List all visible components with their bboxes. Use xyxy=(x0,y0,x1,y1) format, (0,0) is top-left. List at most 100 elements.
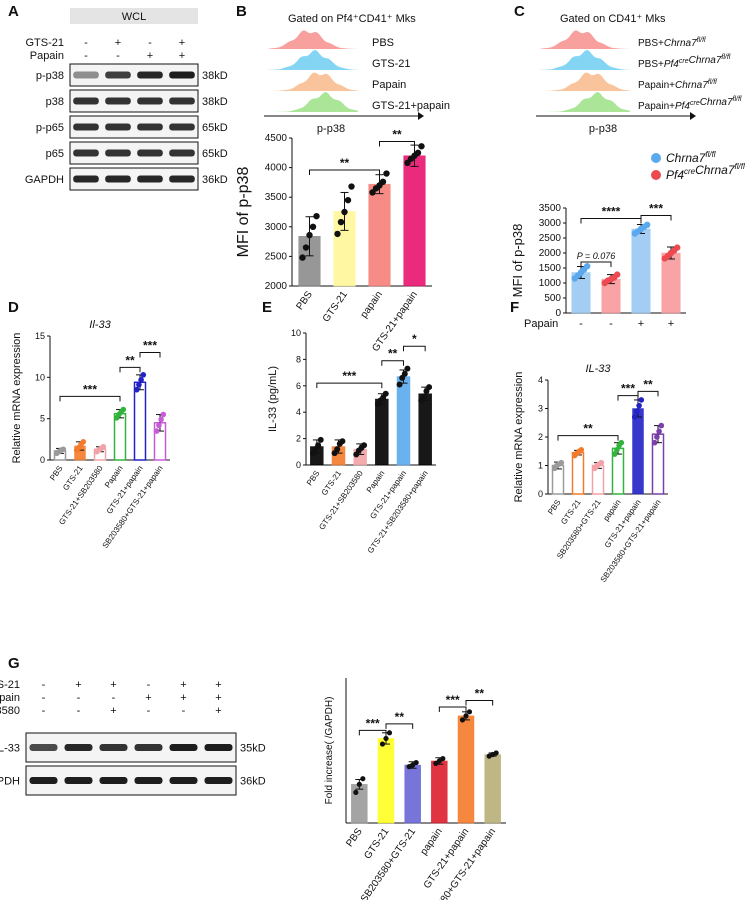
blot-band xyxy=(169,97,195,105)
y-tick-label: 4 xyxy=(296,407,301,417)
chart-title: Il-33 xyxy=(89,319,111,331)
histogram-curve xyxy=(540,72,630,91)
data-point xyxy=(309,223,317,230)
significance-label: **** xyxy=(602,205,621,219)
blot-condition-label: SB 203580 xyxy=(0,705,20,717)
blot-band xyxy=(105,97,131,105)
significance-bracket xyxy=(580,218,642,224)
data-point xyxy=(348,183,355,190)
histogram-curve xyxy=(268,72,358,91)
x-tick-label: SB203580+GTS-21 xyxy=(359,826,418,900)
significance-bracket xyxy=(617,395,639,401)
significance-bracket xyxy=(438,706,467,712)
data-point xyxy=(383,170,390,177)
y-tick-label: 1500 xyxy=(539,263,562,274)
data-point xyxy=(315,442,322,449)
bar xyxy=(431,760,448,824)
y-tick-label: 0 xyxy=(555,308,561,319)
data-point xyxy=(158,416,164,423)
data-point xyxy=(379,741,386,747)
significance-label: *** xyxy=(143,339,157,353)
data-point xyxy=(459,717,466,723)
blot-sign: - xyxy=(84,37,88,49)
blot-band xyxy=(29,777,58,784)
blot-band xyxy=(137,175,163,183)
panel-g-bar-chart: Fold increase( /GAPDH)PBSGTS-21SB203580+… xyxy=(324,678,506,900)
blot-band xyxy=(137,123,163,131)
blot-kd-label: 65kD xyxy=(202,148,228,160)
data-point xyxy=(313,212,320,220)
data-point xyxy=(156,422,162,429)
blot-protein-label: IL-33 xyxy=(0,743,20,755)
blot-band xyxy=(169,149,195,157)
y-tick-label: 8 xyxy=(296,354,301,364)
significance-label: ** xyxy=(475,687,485,701)
blot-protein-label: p65 xyxy=(46,148,64,160)
blot-band xyxy=(169,123,195,131)
data-point xyxy=(396,381,403,388)
significance-bracket xyxy=(119,366,141,373)
blot-band xyxy=(134,777,163,784)
y-tick-label: 3000 xyxy=(265,222,288,233)
bar xyxy=(375,398,389,466)
x-tick-label: papain xyxy=(419,826,445,857)
data-point xyxy=(578,447,585,453)
bar xyxy=(404,764,421,824)
blot-band xyxy=(137,97,163,105)
blot-kd-label: 38kD xyxy=(202,96,228,108)
significance-bracket xyxy=(465,700,494,706)
histogram-curve xyxy=(540,92,630,112)
data-point xyxy=(153,428,160,434)
bar xyxy=(133,381,147,461)
blot-band xyxy=(169,777,198,784)
x-tick-label: PBS xyxy=(48,464,65,482)
y-tick-label: 10 xyxy=(35,372,45,382)
data-point xyxy=(356,781,362,787)
panel-label-b: B xyxy=(236,3,247,20)
y-tick-label: 4000 xyxy=(265,163,288,174)
histogram-label: GTS-21 xyxy=(372,58,411,70)
y-tick-label: 0 xyxy=(538,489,543,499)
y-tick-label: 0 xyxy=(296,460,301,470)
data-point xyxy=(299,254,306,261)
significance-bracket xyxy=(309,169,380,175)
panel-c-bar-chart: 0 500 1000 1500 2000 2500 3000 3500 MFI of p-p38… xyxy=(510,150,745,330)
significance-label: *** xyxy=(621,382,635,396)
data-point xyxy=(360,776,366,782)
blot-band xyxy=(169,71,195,79)
significance-bracket xyxy=(358,729,387,736)
bar xyxy=(484,754,501,824)
bar xyxy=(418,393,432,466)
blot-protein-label: p-p65 xyxy=(36,122,64,134)
y-tick-label: 1000 xyxy=(539,278,562,289)
significance-bracket xyxy=(580,261,612,267)
data-point xyxy=(614,271,621,278)
significance-bracket xyxy=(379,141,415,147)
blot-band xyxy=(137,71,163,79)
y-tick-label: 4500 xyxy=(265,133,288,144)
blot-sign: - xyxy=(77,705,81,717)
blot-condition-label: GTS-21 xyxy=(25,37,64,49)
x-tick-label: Papain xyxy=(365,469,387,495)
y-tick-label: 4 xyxy=(538,375,543,385)
panel-label-f: F xyxy=(510,299,519,316)
data-point xyxy=(138,377,144,383)
blot-strip xyxy=(25,765,237,796)
significance-bracket xyxy=(557,435,619,441)
data-point xyxy=(636,402,642,409)
y-axis-label: IL-33 (pg/mL) xyxy=(267,366,279,432)
data-point xyxy=(651,439,658,446)
histogram-gate-label: Gated on CD41⁺ Mks xyxy=(560,13,666,25)
blot-sign: - xyxy=(42,692,46,704)
data-point xyxy=(133,386,140,393)
blot-condition-label: Papain xyxy=(30,50,64,62)
blot-band xyxy=(137,149,163,157)
bar xyxy=(403,155,426,287)
blot-sign: + xyxy=(75,679,81,691)
blot-strip xyxy=(69,63,199,87)
blot-band xyxy=(73,149,99,157)
data-point xyxy=(638,397,645,403)
blot-sign: + xyxy=(115,37,121,49)
significance-label: ** xyxy=(340,156,350,170)
